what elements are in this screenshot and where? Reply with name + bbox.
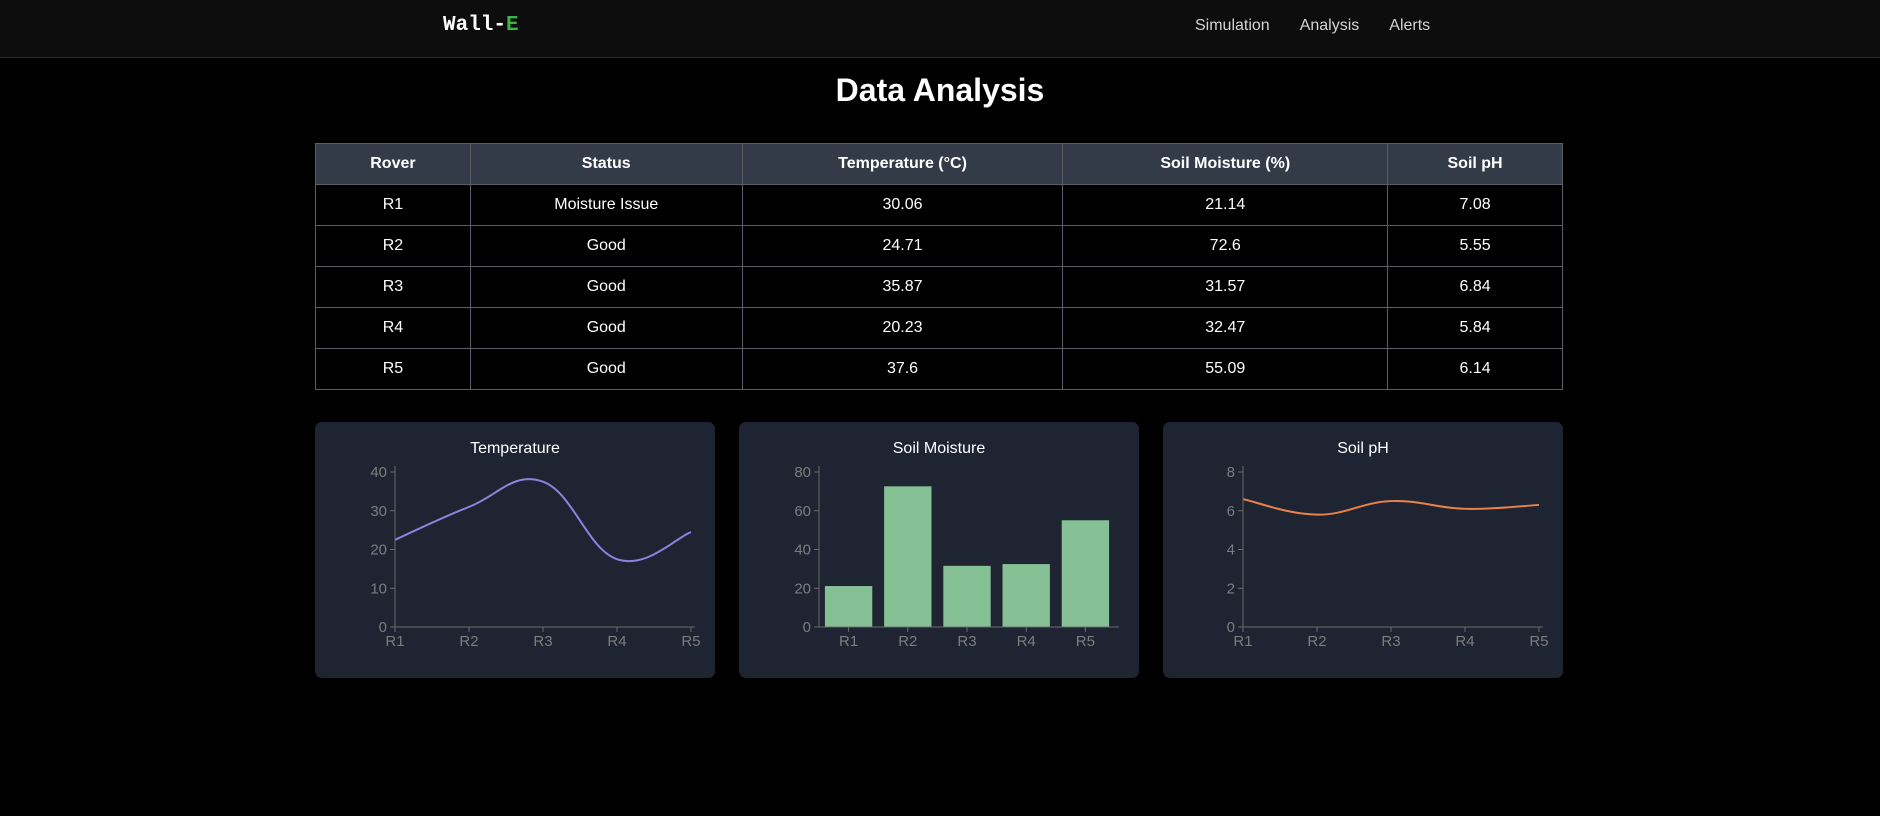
table-row: R4 Good 20.23 32.47 5.84: [315, 307, 1563, 349]
soil-moisture-chart: 0 20 40 60 80 R1 R2 R3 R4 R5: [794, 464, 1119, 650]
x-tick-label: R3: [1381, 633, 1400, 650]
x-tick-label: R5: [681, 633, 700, 650]
table-header-row: Rover Status Temperature (°C) Soil Moist…: [315, 143, 1563, 185]
cell-soil-moisture: 72.6: [1062, 225, 1389, 267]
series-line: [1242, 498, 1540, 516]
chart-title: Soil Moisture: [892, 440, 986, 457]
chart-title: Temperature: [470, 440, 560, 457]
cell-soil-moisture: 21.14: [1062, 184, 1389, 226]
brand-main-text: Wall-: [443, 14, 507, 37]
cell-status: Good: [469, 348, 743, 390]
cell-temperature: 24.71: [741, 225, 1064, 267]
nav-link-alerts[interactable]: Alerts: [1389, 17, 1431, 34]
x-tick-label: R2: [1307, 633, 1326, 650]
cell-soil-ph: 7.08: [1387, 184, 1563, 226]
nav-link-simulation[interactable]: Simulation: [1195, 17, 1270, 34]
bar-r1: [824, 586, 873, 627]
cell-status: Good: [469, 307, 743, 349]
x-tick-label: R1: [839, 633, 858, 650]
nav-link-analysis[interactable]: Analysis: [1299, 17, 1360, 34]
cell-status: Good: [469, 225, 743, 267]
y-tick-label: 6: [1227, 503, 1235, 520]
y-tick-label: 4: [1227, 542, 1235, 559]
cell-temperature: 20.23: [741, 307, 1064, 349]
y-tick-label: 0: [379, 619, 387, 636]
cell-soil-moisture: 55.09: [1062, 348, 1389, 390]
cell-temperature: 37.6: [741, 348, 1064, 390]
x-tick-label: R1: [385, 633, 404, 650]
bar-r3: [943, 565, 991, 627]
y-tick-label: 20: [794, 580, 811, 597]
y-tick-label: 20: [370, 542, 387, 559]
y-tick-label: 8: [1227, 464, 1235, 481]
column-header-temperature: Temperature (°C): [741, 143, 1064, 185]
cell-soil-ph: 6.84: [1387, 266, 1563, 308]
y-tick-label: 40: [794, 542, 811, 559]
cell-temperature: 35.87: [741, 266, 1064, 308]
table-row: R1 Moisture Issue 30.06 21.14 7.08: [315, 184, 1563, 226]
x-tick-label: R2: [898, 633, 917, 650]
temperature-chart-card: Temperature 0 10 20 30 40 R1 R2 R3 R4 R5: [315, 422, 715, 678]
x-tick-label: R2: [459, 633, 478, 650]
y-tick-label: 30: [370, 503, 387, 520]
navbar: Wall-E Simulation Analysis Alerts: [0, 0, 1880, 58]
x-tick-label: R4: [607, 633, 626, 650]
rover-data-table: Rover Status Temperature (°C) Soil Moist…: [315, 143, 1563, 390]
y-tick-label: 0: [1227, 619, 1235, 636]
column-header-rover: Rover: [315, 143, 471, 185]
soil-ph-chart-card: Soil pH 0 2 4 6 8 R1 R2 R3 R4 R5: [1163, 422, 1563, 678]
page-title: Data Analysis: [835, 72, 1045, 108]
column-header-soil-ph: Soil pH: [1387, 143, 1563, 185]
cell-soil-ph: 5.55: [1387, 225, 1563, 267]
cell-status: Good: [469, 266, 743, 308]
y-tick-label: 2: [1227, 580, 1235, 597]
cell-temperature: 30.06: [741, 184, 1064, 226]
cell-soil-ph: 6.14: [1387, 348, 1563, 390]
brand-accent-text: E: [506, 14, 519, 37]
x-tick-label: R3: [533, 633, 552, 650]
x-tick-label: R3: [957, 633, 976, 650]
bar-r5: [1061, 520, 1110, 627]
cell-soil-ph: 5.84: [1387, 307, 1563, 349]
column-header-soil-moisture: Soil Moisture (%): [1062, 143, 1389, 185]
y-tick-label: 60: [794, 503, 811, 520]
column-header-status: Status: [469, 143, 743, 185]
bar-r4: [1002, 564, 1050, 627]
cell-status: Moisture Issue: [469, 184, 743, 226]
nav-links: Simulation Analysis Alerts: [1195, 17, 1430, 35]
bar-r2: [884, 486, 932, 627]
series-line: [394, 478, 692, 563]
soil-ph-chart: 0 2 4 6 8 R1 R2 R3 R4 R5: [1227, 464, 1549, 650]
chart-title: Soil pH: [1337, 440, 1389, 457]
x-tick-label: R1: [1233, 633, 1252, 650]
x-tick-label: R5: [1529, 633, 1548, 650]
soil-moisture-chart-card: Soil Moisture 0 20 40 60 80 R1 R2 R3 R4 R5: [739, 422, 1139, 678]
x-tick-label: R4: [1017, 633, 1036, 650]
cell-soil-moisture: 31.57: [1062, 266, 1389, 308]
cell-rover: R5: [315, 348, 471, 390]
cell-rover: R1: [315, 184, 471, 226]
table-row: R2 Good 24.71 72.6 5.55: [315, 225, 1563, 267]
x-tick-label: R5: [1076, 633, 1095, 650]
y-tick-label: 80: [794, 464, 811, 481]
brand-logo[interactable]: Wall-E: [443, 14, 519, 37]
cell-rover: R4: [315, 307, 471, 349]
y-tick-label: 0: [803, 619, 811, 636]
x-tick-label: R4: [1455, 633, 1474, 650]
y-tick-label: 40: [370, 464, 387, 481]
cell-rover: R2: [315, 225, 471, 267]
cell-soil-moisture: 32.47: [1062, 307, 1389, 349]
temperature-chart: 0 10 20 30 40 R1 R2 R3 R4 R5: [370, 464, 700, 650]
chart-cards: Temperature 0 10 20 30 40 R1 R2 R3 R4 R5 Soil Moi…: [315, 422, 1563, 678]
table-row: R3 Good 35.87 31.57 6.84: [315, 266, 1563, 308]
y-tick-label: 10: [370, 580, 387, 597]
cell-rover: R3: [315, 266, 471, 308]
table-row: R5 Good 37.6 55.09 6.14: [315, 348, 1563, 390]
